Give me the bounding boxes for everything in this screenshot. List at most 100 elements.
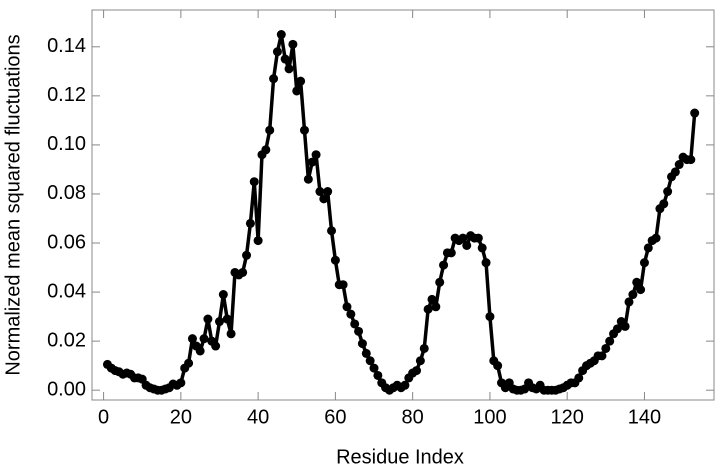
data-point	[620, 321, 630, 331]
data-point	[315, 187, 325, 197]
data-point	[276, 30, 286, 40]
x-tick-label: 140	[628, 406, 661, 428]
data-point	[338, 280, 348, 290]
data-point	[419, 343, 429, 353]
data-point	[214, 317, 224, 327]
data-point	[265, 125, 275, 135]
data-point	[311, 150, 321, 160]
data-point	[431, 302, 441, 312]
data-point	[624, 297, 634, 307]
data-point	[296, 76, 306, 86]
data-point	[222, 314, 232, 324]
data-point	[462, 240, 472, 250]
data-point	[400, 380, 410, 390]
data-point	[203, 314, 213, 324]
data-point	[473, 233, 483, 243]
y-tick-label: 0.10	[47, 133, 86, 155]
data-point	[288, 39, 298, 49]
data-point	[674, 160, 684, 170]
data-point	[176, 378, 186, 388]
x-tick-label: 100	[473, 406, 506, 428]
x-tick-label: 40	[247, 406, 269, 428]
data-point	[439, 260, 449, 270]
data-point	[605, 336, 615, 346]
x-tick-label: 120	[551, 406, 584, 428]
data-point	[446, 248, 456, 258]
data-point	[238, 267, 248, 277]
data-point	[261, 145, 271, 155]
data-point	[427, 294, 437, 304]
data-point	[628, 290, 638, 300]
plot-frame	[91, 9, 715, 401]
data-point	[597, 351, 607, 361]
data-point	[350, 319, 360, 329]
data-point	[226, 329, 236, 339]
data-point	[292, 86, 302, 96]
data-point	[280, 54, 290, 64]
x-tick-label: 0	[98, 406, 109, 428]
data-point	[670, 167, 680, 177]
data-point	[242, 250, 252, 260]
x-tick-label: 60	[324, 406, 346, 428]
data-point	[303, 174, 313, 184]
data-point	[272, 47, 282, 57]
data-point	[361, 348, 371, 358]
data-point	[330, 255, 340, 265]
y-tick-label: 0.04	[47, 280, 86, 302]
data-point	[651, 233, 661, 243]
data-point	[458, 233, 468, 243]
x-tick-label: 20	[170, 406, 192, 428]
data-point	[245, 218, 255, 228]
data-point	[415, 356, 425, 366]
data-point	[612, 324, 622, 334]
data-point	[659, 199, 669, 209]
y-tick-label: 0.08	[47, 182, 86, 204]
y-tick-label: 0.00	[47, 378, 86, 400]
data-point	[346, 309, 356, 319]
data-point	[269, 74, 279, 84]
data-point	[639, 258, 649, 268]
data-point	[690, 108, 700, 118]
data-point	[632, 277, 642, 287]
data-point	[218, 290, 228, 300]
data-point	[423, 304, 433, 314]
data-point	[357, 339, 367, 349]
data-point	[195, 346, 205, 356]
data-point	[686, 155, 696, 165]
data-point	[373, 370, 383, 380]
y-tick-label: 0.14	[47, 35, 86, 57]
data-point	[307, 157, 317, 167]
data-point	[435, 277, 445, 287]
y-tick-label: 0.06	[47, 231, 86, 253]
data-point	[574, 373, 584, 383]
data-point	[412, 366, 422, 376]
data-point	[643, 243, 653, 253]
data-point	[369, 363, 379, 373]
data-point	[284, 64, 294, 74]
x-tick-label: 80	[402, 406, 424, 428]
data-point	[253, 236, 263, 246]
data-point	[663, 187, 673, 197]
x-axis-label: Residue Index	[336, 446, 464, 468]
data-point	[323, 187, 333, 197]
data-point	[342, 302, 352, 312]
data-point	[319, 194, 329, 204]
y-tick-label: 0.12	[47, 84, 86, 106]
y-tick-label: 0.02	[47, 329, 86, 351]
data-point	[477, 243, 487, 253]
data-point	[493, 361, 503, 371]
data-point	[187, 334, 197, 344]
data-point	[485, 312, 495, 322]
data-point	[249, 177, 259, 187]
y-axis-label: Normalized mean squared fluctuations	[2, 34, 24, 375]
data-point	[184, 358, 194, 368]
data-point	[354, 326, 364, 336]
data-point	[327, 226, 337, 236]
data-point	[199, 334, 209, 344]
data-point	[211, 341, 221, 351]
data-point	[299, 125, 309, 135]
data-point	[601, 343, 611, 353]
data-point	[636, 285, 646, 295]
data-point	[481, 258, 491, 268]
